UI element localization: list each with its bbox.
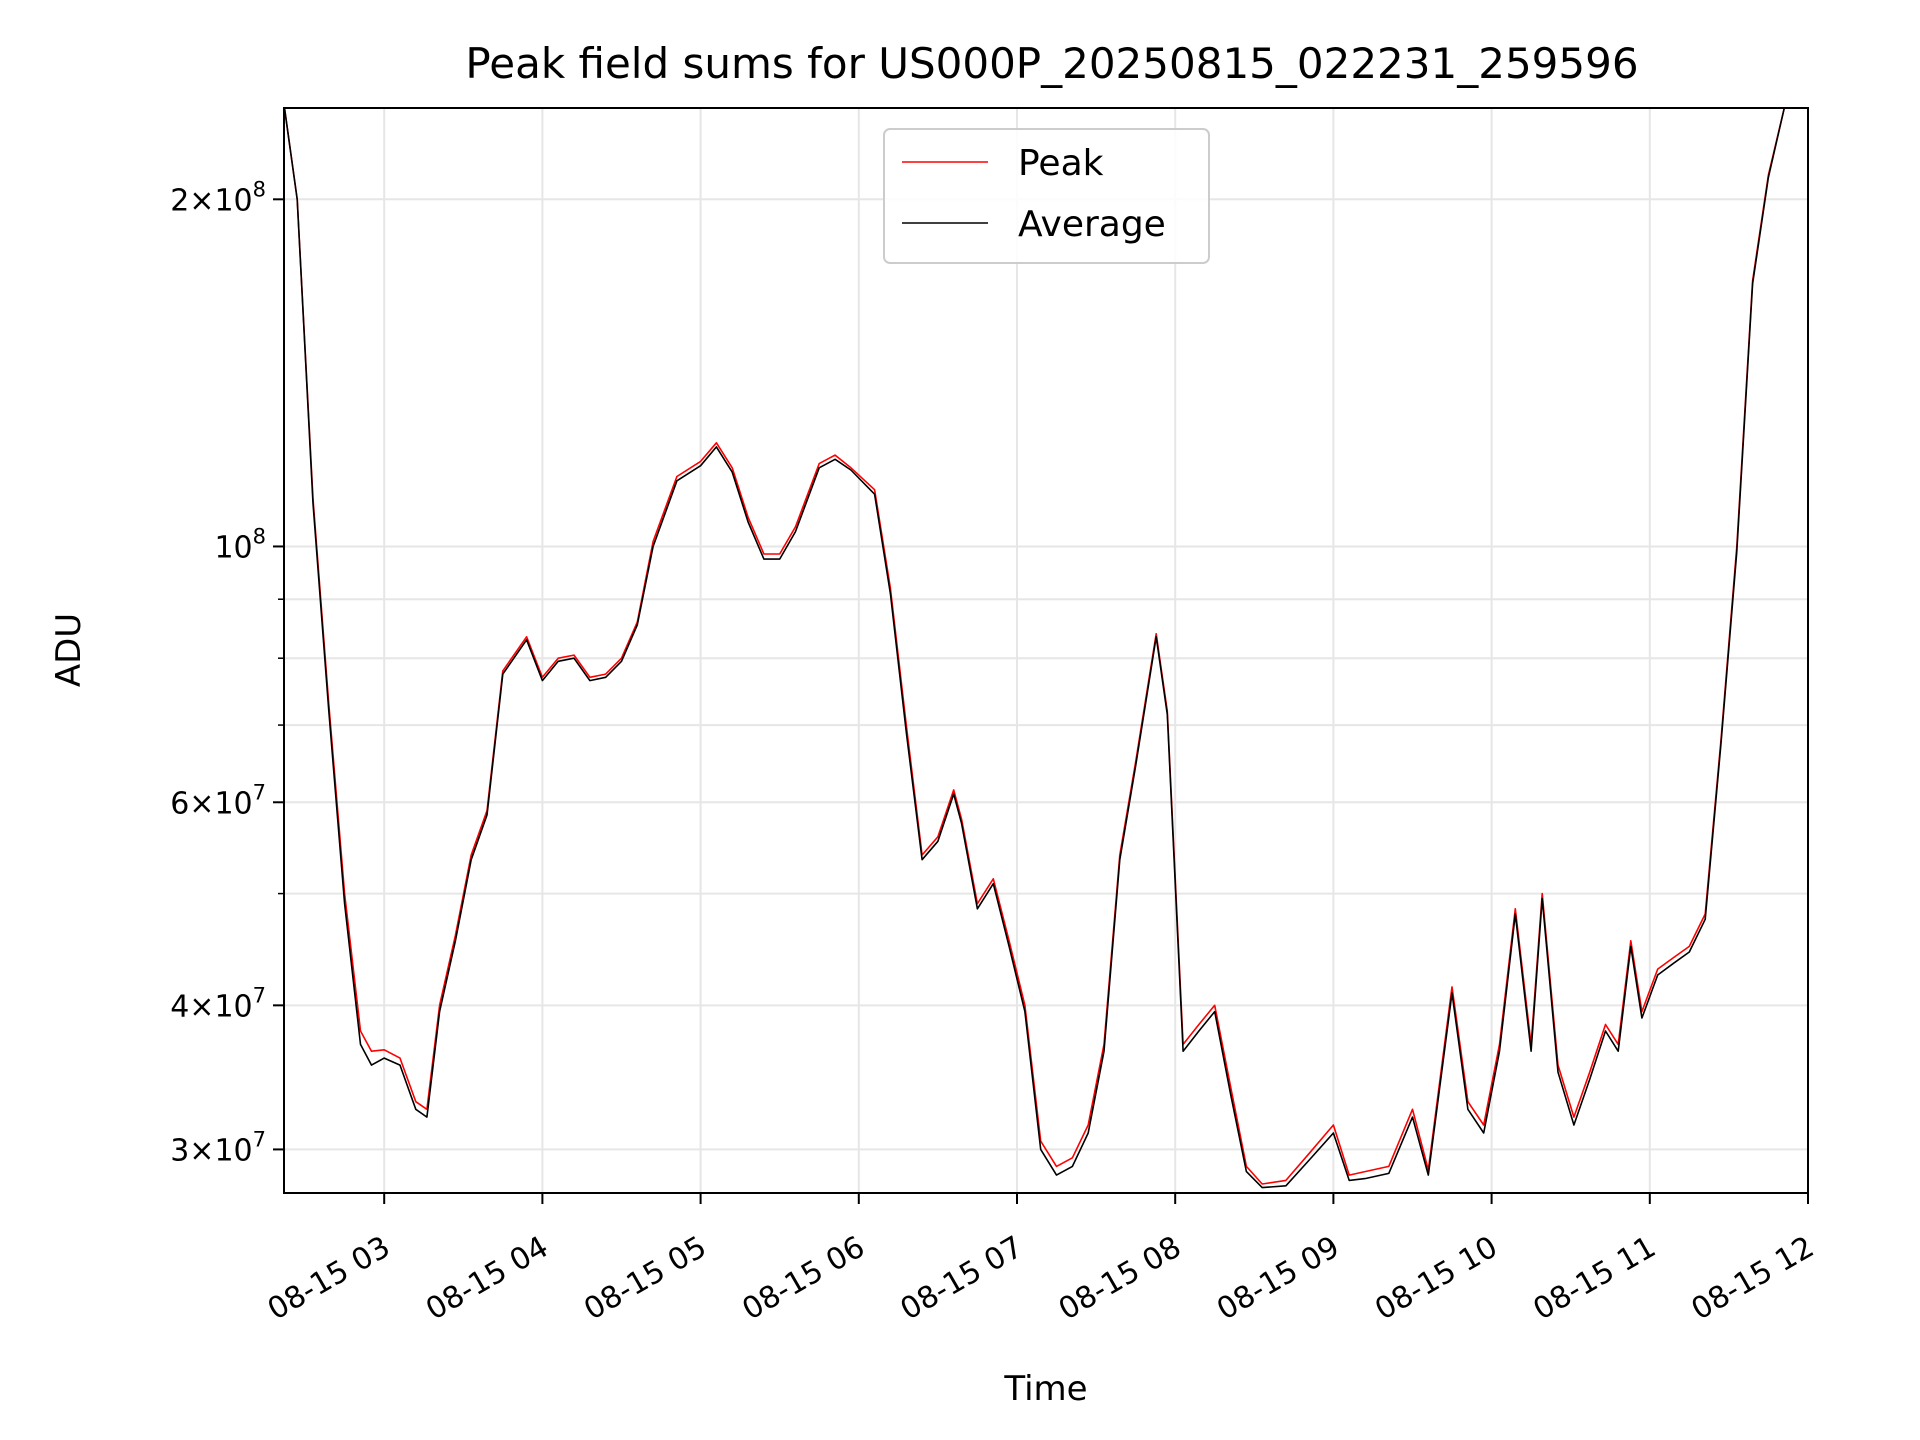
- y-tick-label: 2×108: [170, 177, 266, 218]
- series-line-peak: [284, 108, 1801, 1185]
- series-layer: [284, 108, 1801, 1189]
- y-axis-label: ADU: [49, 613, 89, 687]
- y-tick-label: 4×107: [170, 983, 266, 1024]
- series-line-average: [284, 108, 1801, 1189]
- plot-area-frame: [283, 107, 1809, 1194]
- legend: Peak Average: [883, 128, 1210, 264]
- y-tick-label: 3×107: [170, 1127, 266, 1168]
- x-axis-label: Time: [1003, 1369, 1087, 1409]
- chart-title: Peak field sums for US000P_20250815_0222…: [465, 39, 1638, 88]
- legend-label-peak: Peak: [1018, 143, 1104, 184]
- legend-label-average: Average: [1018, 204, 1166, 245]
- y-tick-label: 6×107: [170, 780, 266, 821]
